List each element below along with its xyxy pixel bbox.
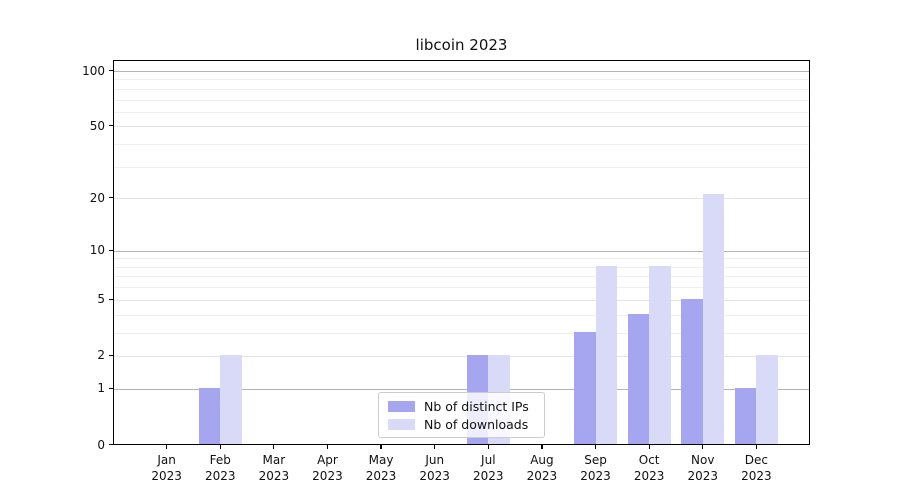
y-tick-5 <box>109 298 113 300</box>
gridline-5 <box>114 299 809 301</box>
x-tick-may <box>380 444 382 449</box>
bar-downloads-nov <box>702 194 725 445</box>
x-tick-label-may: May 2023 <box>365 453 397 483</box>
gridline-60 <box>114 111 809 113</box>
bar-distinct-ips-feb <box>198 388 221 445</box>
x-tick-label-jan: Jan 2023 <box>151 453 182 483</box>
y-tick-10 <box>109 249 113 251</box>
legend: Nb of distinct IPs Nb of downloads <box>378 392 545 438</box>
y-tick-label-20: 20 <box>89 190 105 205</box>
x-tick-aug <box>541 444 543 449</box>
bar-downloads-dec <box>756 355 778 445</box>
legend-label-downloads: Nb of downloads <box>424 417 529 432</box>
x-tick-jun <box>434 444 436 449</box>
gridline-1 <box>114 388 809 390</box>
gridline-6 <box>114 287 809 289</box>
bar-downloads-feb <box>220 355 242 445</box>
x-tick-label-jun: Jun 2023 <box>419 453 450 483</box>
gridline-80 <box>114 88 809 90</box>
chart-title: libcoin 2023 <box>415 36 508 54</box>
gridline-7 <box>114 276 809 278</box>
y-tick-1 <box>109 387 113 389</box>
legend-swatch-downloads-icon <box>388 419 415 430</box>
x-tick-apr <box>326 444 329 449</box>
x-tick-feb <box>219 444 221 449</box>
bar-distinct-ips-nov <box>681 299 703 445</box>
x-tick-dec <box>755 444 757 449</box>
x-tick-jul <box>487 444 489 449</box>
y-tick-label-1: 1 <box>97 381 105 396</box>
y-tick-label-0: 0 <box>97 437 105 452</box>
gridline-4 <box>114 314 809 316</box>
gridline-40 <box>114 144 809 146</box>
y-tick-2 <box>109 354 113 357</box>
gridline-70 <box>114 99 809 101</box>
x-tick-label-aug: Aug 2023 <box>526 453 558 483</box>
y-tick-0 <box>109 443 113 446</box>
gridline-20 <box>114 198 809 200</box>
x-tick-label-feb: Feb 2023 <box>204 453 236 483</box>
legend-item-distinct-ips: Nb of distinct IPs <box>388 399 535 414</box>
y-tick-20 <box>109 197 113 199</box>
bar-distinct-ips-sep <box>574 332 596 445</box>
x-tick-oct <box>648 444 650 449</box>
x-tick-label-sep: Sep 2023 <box>580 453 611 483</box>
x-tick-nov <box>702 444 704 449</box>
x-tick-sep <box>594 444 597 449</box>
gridline-8 <box>114 266 809 268</box>
legend-swatch-distinct-ips-icon <box>388 401 415 412</box>
x-tick-label-apr: Apr 2023 <box>312 453 343 483</box>
y-tick-label-100: 100 <box>82 63 105 78</box>
gridline-30 <box>114 166 809 168</box>
gridline-10 <box>114 250 809 252</box>
bar-distinct-ips-oct <box>627 314 650 445</box>
gridline-90 <box>114 79 809 81</box>
legend-label-distinct-ips: Nb of distinct IPs <box>424 399 529 414</box>
gridline-100 <box>114 71 809 72</box>
x-tick-label-jul: Jul 2023 <box>473 453 504 483</box>
plot-area <box>113 60 810 445</box>
y-tick-label-5: 5 <box>97 292 105 307</box>
gridline-2 <box>114 355 809 357</box>
gridline-50 <box>114 126 809 128</box>
y-tick-50 <box>109 125 113 127</box>
y-tick-label-10: 10 <box>89 243 105 258</box>
gridline-3 <box>114 332 809 334</box>
x-tick-label-nov: Nov 2023 <box>687 453 719 483</box>
y-tick-100 <box>109 69 113 72</box>
x-tick-label-mar: Mar 2023 <box>258 453 290 483</box>
y-tick-label-50: 50 <box>89 118 105 133</box>
x-tick-label-dec: Dec 2023 <box>741 453 772 483</box>
x-tick-mar <box>273 444 275 449</box>
gridline-9 <box>114 258 809 260</box>
bar-downloads-oct <box>649 266 671 445</box>
y-tick-label-2: 2 <box>97 348 105 363</box>
x-tick-jan <box>166 444 168 449</box>
x-tick-label-oct: Oct 2023 <box>633 453 665 483</box>
bar-distinct-ips-dec <box>734 388 757 445</box>
bar-downloads-sep <box>595 266 617 445</box>
legend-item-downloads: Nb of downloads <box>388 417 535 432</box>
